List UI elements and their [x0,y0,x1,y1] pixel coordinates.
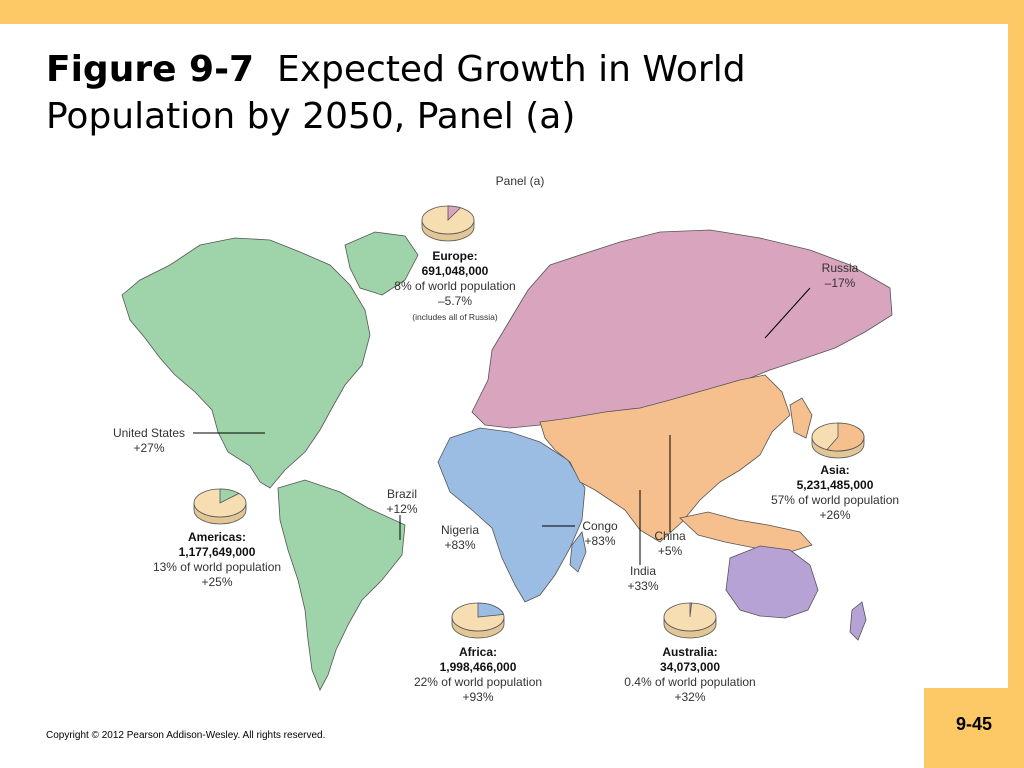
japan-landmass [789,397,813,439]
australia-pie-chart [663,602,717,639]
country-china-growth: +5% [657,544,683,558]
africa-pie-chart [451,602,505,639]
asia-pie-chart [811,422,865,459]
australia-population: 34,073,000 [659,660,721,674]
australia-share: 0.4% of world population [624,675,756,689]
asia-population: 5,231,485,000 [796,478,874,492]
americas-population: 1,177,649,000 [178,545,256,559]
europe-pie-share-slice [447,205,462,221]
americas-north-landmass [121,237,371,489]
map-drawing [121,205,893,691]
asia-landmass [539,374,791,543]
asia-share: 57% of world population [770,493,900,507]
country-nigeria: Nigeria +83% [430,523,490,553]
australia-pie-share-slice [689,602,693,618]
australia-name: Australia: [662,645,718,659]
indonesia-landmass [679,511,813,553]
americas-pie-share-slice [219,488,240,504]
americas-label: Americas: 1,177,649,000 13% of world pop… [122,530,312,590]
americas-pie-chart [193,488,247,525]
australia-label: Australia: 34,073,000 0.4% of world popu… [595,645,785,705]
panel-label: Panel (a) [495,174,545,188]
slide-top-border [0,0,1024,24]
europe-share: 8% of world population [394,279,516,293]
africa-label: Africa: 1,998,466,000 22% of world popul… [383,645,573,705]
africa-population: 1,998,466,000 [439,660,517,674]
greenland-landmass [344,231,419,296]
asia-pie-share-slice [826,422,865,452]
europe-population: 691,048,000 [421,264,489,278]
country-russia: Russia –17% [810,261,870,291]
region-pie-charts [193,205,865,639]
europe-label: Europe: 691,048,000 8% of world populati… [355,249,555,325]
country-india-name: India [629,564,657,578]
country-india: India +33% [618,564,668,594]
europe-name: Europe: [432,249,478,263]
country-united-states-growth: +27% [133,441,165,455]
australia-growth: +32% [674,690,706,704]
country-china-name: China [654,529,686,543]
asia-label: Asia: 5,231,485,000 57% of world populat… [740,463,930,523]
country-united-states-name: United States [112,426,186,440]
madagascar-landmass [569,531,587,573]
country-brazil-name: Brazil [386,487,417,501]
africa-name: Africa: [458,645,497,659]
africa-share: 22% of world population [413,675,543,689]
country-china: China +5% [645,529,695,559]
americas-name: Americas: [187,530,247,544]
africa-landmass [437,427,586,603]
world-population-map: Panel (a) Europe: 691,048,000 8% of worl… [100,170,920,710]
country-nigeria-name: Nigeria [440,523,479,537]
asia-name: Asia: [820,463,850,477]
country-india-growth: +33% [627,579,659,593]
country-congo-name: Congo [582,519,618,533]
africa-pie-share-slice [477,602,505,618]
americas-growth: +25% [201,575,233,589]
country-russia-name: Russia [821,261,859,275]
leader-russia [764,287,811,339]
americas-share: 13% of world population [152,560,282,574]
country-nigeria-growth: +83% [444,538,476,552]
country-congo: Congo +83% [570,519,630,549]
country-brazil-growth: +12% [386,502,418,516]
country-brazil: Brazil +12% [377,487,427,517]
figure-number: Figure 9-7 [46,49,255,90]
page-number-box: 9-45 [924,688,1024,768]
americas-south-landmass [277,479,406,691]
page-number: 9-45 [955,714,993,734]
europe-pie-chart [421,205,475,242]
europe-note: (includes all of Russia) [412,312,498,322]
country-congo-growth: +83% [584,534,616,548]
country-russia-growth: –17% [824,276,856,290]
copyright-notice: Copyright © 2012 Pearson Addison-Wesley.… [46,730,326,741]
new-zealand-landmass [849,601,867,641]
australia-landmass [725,545,819,619]
figure-caption: Expected Growth in World Population by 2… [46,49,746,137]
europe-growth: –5.7% [437,294,473,308]
country-united-states: United States +27% [100,426,198,456]
asia-growth: +26% [819,508,851,522]
slide-right-border [1008,0,1024,768]
slide-title: Figure 9-7 Expected Growth in World Popu… [46,46,926,140]
africa-growth: +93% [462,690,494,704]
